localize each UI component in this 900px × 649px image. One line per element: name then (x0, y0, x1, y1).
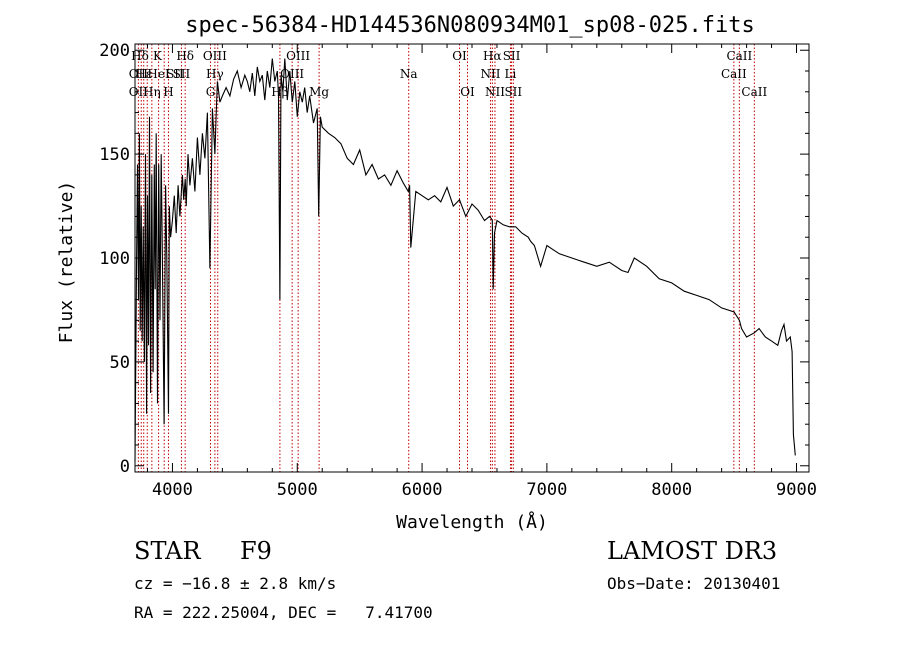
line-label-0: Hδ (131, 49, 149, 63)
spectral-line-labels: HδOIIOIIHεHηKHeIHSIIHδSIIOIIIHγGOIIIOIII… (129, 49, 768, 99)
line-label-20: OI (460, 85, 475, 99)
spectral-subclass: F9 (240, 537, 272, 565)
line-label-19: OI (452, 49, 467, 63)
object-class: STAR (134, 537, 201, 565)
line-label-29: CaII (741, 85, 767, 99)
line-label-17: Mg (309, 85, 329, 99)
y-tick-label-1: 50 (110, 353, 130, 373)
line-label-7: H (163, 85, 173, 99)
x-tick-label-1: 5000 (277, 480, 318, 500)
x-axis-label: Wavelength (Å) (396, 511, 548, 533)
y-tick-label-3: 150 (99, 145, 130, 165)
line-label-26: SII (504, 85, 522, 99)
line-label-8: SII (166, 67, 184, 81)
line-label-16: Hβ (271, 85, 288, 99)
x-tick-label-5: 9000 (776, 480, 817, 500)
x-tick-label-2: 6000 (402, 480, 443, 500)
spectral-line-markers (137, 44, 755, 472)
observation-date: Obs−Date: 20130401 (607, 574, 781, 593)
line-label-23: NII (480, 67, 500, 81)
line-label-1: OII (129, 67, 149, 81)
line-label-5: K (153, 49, 163, 63)
x-axis-ticks: 4000 5000 6000 7000 8000 9000 (146, 44, 817, 500)
line-label-28: CaII (721, 67, 747, 81)
line-label-27: CaII (726, 49, 752, 63)
line-label-3: Hε (135, 67, 152, 81)
line-label-9: Hδ (176, 49, 194, 63)
survey-name: LAMOST DR3 (607, 537, 778, 565)
chart-title: spec-56384-HD144536N080934M01_sp08-025.f… (185, 13, 755, 38)
x-tick-label-4: 8000 (651, 480, 692, 500)
line-label-10: SII (173, 67, 191, 81)
coordinates: RA = 222.25004, DEC = 7.41700 (134, 603, 433, 622)
y-tick-label-0: 0 (120, 457, 130, 477)
y-axis-ticks: 0 50 100 150 200 (99, 41, 809, 477)
line-label-4: Hη (143, 85, 161, 99)
line-label-21: Hα (483, 49, 502, 63)
line-label-22: SII (503, 49, 521, 63)
y-tick-label-2: 100 (99, 249, 130, 269)
y-axis-label: Flux (relative) (56, 181, 77, 344)
y-tick-label-4: 200 (99, 41, 130, 61)
line-label-14: OIII (286, 49, 310, 63)
redshift-value: cz = −16.8 ± 2.8 km/s (134, 574, 337, 593)
x-tick-label-3: 7000 (526, 480, 567, 500)
line-label-12: Hγ (206, 67, 224, 81)
line-label-25: NII (485, 85, 505, 99)
plot-frame (134, 43, 810, 473)
x-tick-label-0: 4000 (152, 480, 193, 500)
line-label-18: Na (400, 67, 418, 81)
line-label-6: HeI (147, 67, 170, 81)
line-label-11: OIII (203, 49, 227, 63)
line-label-13: G (206, 85, 216, 99)
line-label-24: Li (505, 67, 517, 81)
spectrum-series-line (134, 58, 796, 462)
